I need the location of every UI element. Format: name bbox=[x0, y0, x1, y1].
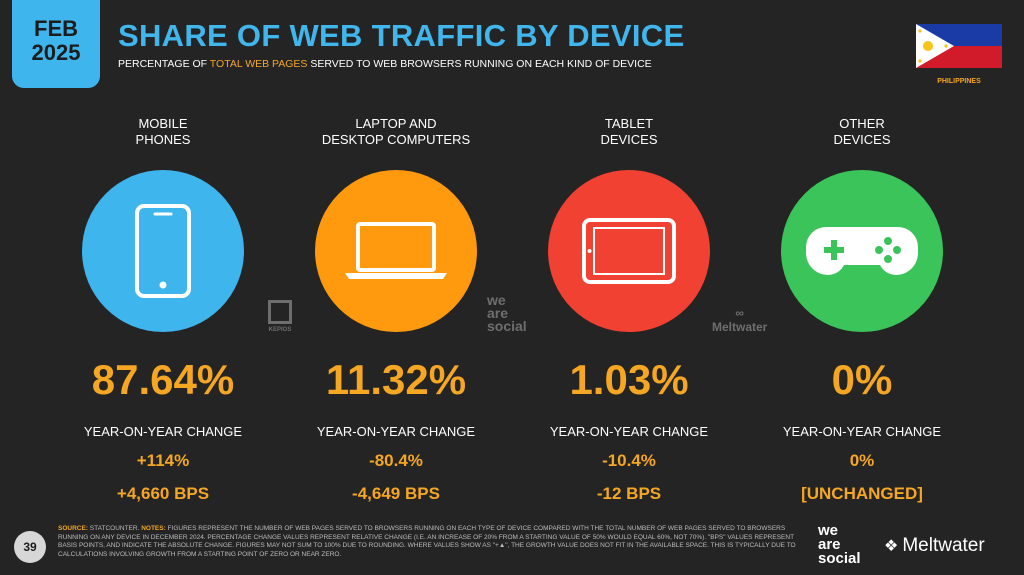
philippines-flag-icon bbox=[916, 24, 1002, 68]
page-subtitle: PERCENTAGE OF TOTAL WEB PAGES SERVED TO … bbox=[118, 58, 652, 70]
kepios-text: KEPIOS bbox=[268, 327, 292, 333]
yoy-label: YEAR-ON-YEAR CHANGE bbox=[782, 424, 942, 439]
meltwater-logo-icon: ∞ bbox=[735, 306, 744, 320]
device-column-mobile: MOBILE PHONES 87.64% YEAR-ON-YEAR CHANGE… bbox=[63, 116, 263, 503]
tablet-icon bbox=[582, 218, 676, 284]
badge-year: 2025 bbox=[31, 40, 81, 65]
device-label-line1: TABLET bbox=[604, 116, 654, 131]
device-circle bbox=[315, 170, 477, 332]
subtitle-pre: PERCENTAGE OF bbox=[118, 58, 210, 70]
share-value: 1.03% bbox=[569, 356, 689, 403]
device-column-laptop: LAPTOP AND DESKTOP COMPUTERS 11.32% YEAR… bbox=[296, 116, 496, 503]
device-label: OTHER DEVICES bbox=[762, 116, 962, 150]
date-badge: FEB 2025 bbox=[12, 0, 100, 88]
country-flag: PHILIPPINES bbox=[916, 24, 1002, 85]
device-label-line1: MOBILE bbox=[138, 116, 188, 131]
wearesocial-logo: we are social bbox=[818, 522, 861, 567]
change-bps: -4,649 BPS bbox=[352, 484, 440, 503]
yoy-label: YEAR-ON-YEAR CHANGE bbox=[83, 424, 243, 439]
kepios-logo-icon bbox=[268, 300, 292, 324]
laptop-icon bbox=[345, 222, 447, 279]
page-number: 39 bbox=[14, 531, 46, 563]
notes-label: NOTES: bbox=[141, 525, 166, 532]
meltwater-icon: ❖ bbox=[884, 538, 899, 555]
mw-mark-text: Meltwater bbox=[712, 320, 768, 334]
device-label: MOBILE PHONES bbox=[63, 116, 263, 150]
share-value: 11.32% bbox=[325, 356, 467, 403]
ws-mark-line2: are bbox=[487, 305, 509, 321]
kepios-watermark: KEPIOS bbox=[266, 300, 294, 333]
device-label: TABLET DEVICES bbox=[529, 116, 729, 150]
meltwater-logo: ❖ Meltwater bbox=[884, 535, 985, 557]
device-label-line2: PHONES bbox=[135, 132, 191, 147]
device-label-line1: LAPTOP AND bbox=[355, 116, 437, 131]
change-percent: -10.4% bbox=[602, 451, 656, 470]
device-circle bbox=[548, 170, 710, 332]
device-circle bbox=[781, 170, 943, 332]
device-label: LAPTOP AND DESKTOP COMPUTERS bbox=[296, 116, 496, 150]
page-title: SHARE OF WEB TRAFFIC BY DEVICE bbox=[118, 18, 685, 53]
share-value: 87.64% bbox=[91, 356, 235, 403]
country-label: PHILIPPINES bbox=[937, 78, 981, 85]
wearesocial-watermark: we are social bbox=[487, 292, 527, 334]
brand-mw-text: Meltwater bbox=[902, 535, 985, 556]
subtitle-highlight: TOTAL WEB PAGES bbox=[209, 58, 308, 70]
device-label-line2: DEVICES bbox=[833, 132, 891, 147]
change-percent: +114% bbox=[136, 451, 190, 470]
device-label-line1: OTHER bbox=[839, 116, 885, 131]
brand-ws-line3: social bbox=[818, 550, 861, 567]
device-column-other: OTHER DEVICES 0% YEAR-ON-YEAR CHANGE 0% … bbox=[762, 116, 962, 503]
game-controller-icon bbox=[806, 227, 918, 275]
change-percent: 0% bbox=[849, 451, 875, 470]
ws-mark-line3: social bbox=[487, 318, 527, 334]
share-value: 0% bbox=[831, 356, 893, 403]
brand-ws-line2: are bbox=[818, 536, 841, 553]
device-circle bbox=[82, 170, 244, 332]
notes-text: FIGURES REPRESENT THE NUMBER OF WEB PAGE… bbox=[58, 525, 796, 558]
device-column-tablet: TABLET DEVICES 1.03% YEAR-ON-YEAR CHANGE… bbox=[529, 116, 729, 503]
source-label: SOURCE: bbox=[58, 525, 88, 532]
meltwater-watermark: ∞ Meltwater bbox=[712, 306, 767, 334]
device-label-line2: DEVICES bbox=[600, 132, 658, 147]
yoy-label: YEAR-ON-YEAR CHANGE bbox=[316, 424, 476, 439]
mobile-phone-icon bbox=[135, 204, 191, 298]
ws-mark-line1: we bbox=[487, 292, 506, 308]
change-percent: -80.4% bbox=[369, 451, 423, 470]
badge-month: FEB bbox=[34, 16, 78, 41]
source-text: STATCOUNTER. bbox=[89, 525, 140, 532]
subtitle-post: SERVED TO WEB BROWSERS RUNNING ON EACH K… bbox=[307, 58, 652, 70]
device-label-line2: DESKTOP COMPUTERS bbox=[321, 132, 471, 147]
brand-ws-line1: we bbox=[818, 522, 839, 539]
yoy-label: YEAR-ON-YEAR CHANGE bbox=[549, 424, 709, 439]
source-notes: SOURCE: STATCOUNTER. NOTES: FIGURES REPR… bbox=[58, 525, 808, 559]
change-bps: +4,660 BPS bbox=[116, 484, 210, 503]
change-bps: -12 BPS bbox=[596, 484, 662, 503]
change-bps: [UNCHANGED] bbox=[801, 484, 923, 503]
